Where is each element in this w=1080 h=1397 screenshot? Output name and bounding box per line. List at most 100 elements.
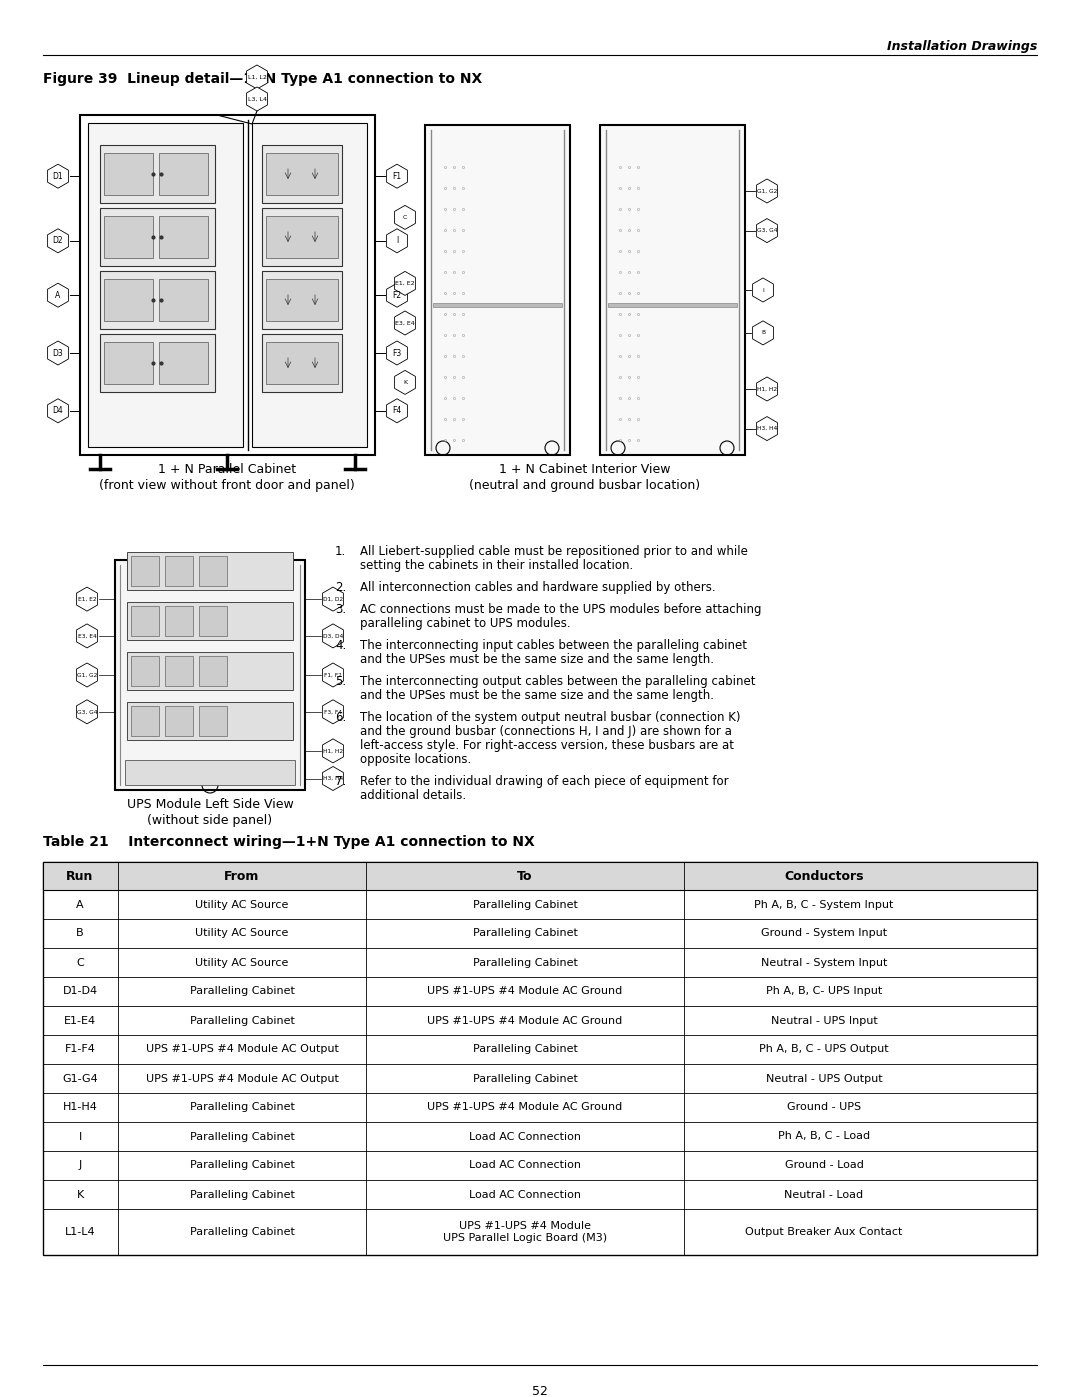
- Text: 1 + N Cabinet Interior View: 1 + N Cabinet Interior View: [499, 462, 671, 476]
- Text: (without side panel): (without side panel): [148, 814, 272, 827]
- Text: Ph A, B, C - System Input: Ph A, B, C - System Input: [754, 900, 893, 909]
- Text: L1, L2: L1, L2: [247, 74, 267, 80]
- Text: UPS #1-UPS #4 Module AC Output: UPS #1-UPS #4 Module AC Output: [146, 1045, 338, 1055]
- Polygon shape: [757, 218, 778, 243]
- Polygon shape: [387, 284, 407, 307]
- Polygon shape: [394, 370, 416, 394]
- Text: Load AC Connection: Load AC Connection: [469, 1132, 581, 1141]
- Bar: [131, 657, 159, 686]
- Text: All interconnection cables and hardware supplied by others.: All interconnection cables and hardware …: [360, 581, 716, 594]
- Polygon shape: [757, 179, 778, 203]
- Text: E1-E4: E1-E4: [64, 1016, 96, 1025]
- Bar: [426, 124, 570, 455]
- Bar: [262, 145, 342, 203]
- Polygon shape: [77, 700, 97, 724]
- Text: Paralleling Cabinet: Paralleling Cabinet: [190, 1102, 295, 1112]
- Polygon shape: [323, 664, 343, 687]
- Text: Ground - System Input: Ground - System Input: [761, 929, 887, 939]
- Bar: [262, 334, 342, 393]
- Polygon shape: [323, 587, 343, 610]
- Polygon shape: [77, 587, 97, 610]
- Text: 4.: 4.: [335, 638, 347, 652]
- Bar: [104, 217, 153, 258]
- Polygon shape: [323, 700, 343, 724]
- Text: L3, L4: L3, L4: [247, 96, 267, 102]
- Text: Neutral - UPS Input: Neutral - UPS Input: [771, 1016, 877, 1025]
- Polygon shape: [323, 624, 343, 648]
- Text: J: J: [79, 1161, 82, 1171]
- Bar: [43, 862, 1037, 1255]
- Bar: [165, 606, 193, 636]
- Bar: [159, 154, 208, 196]
- Text: Paralleling Cabinet: Paralleling Cabinet: [190, 1016, 295, 1025]
- Text: C: C: [76, 957, 84, 968]
- Text: 2.: 2.: [335, 581, 347, 594]
- Polygon shape: [48, 284, 68, 307]
- Bar: [266, 217, 338, 258]
- Text: G3, G4: G3, G4: [77, 710, 97, 714]
- Text: Figure 39  Lineup detail—1+N Type A1 connection to NX: Figure 39 Lineup detail—1+N Type A1 conn…: [43, 73, 483, 87]
- Polygon shape: [757, 377, 778, 401]
- Text: UPS Module Left Side View: UPS Module Left Side View: [126, 798, 294, 812]
- Text: (front view without front door and panel): (front view without front door and panel…: [99, 479, 355, 492]
- Text: Paralleling Cabinet: Paralleling Cabinet: [473, 957, 578, 968]
- Text: K: K: [403, 380, 407, 386]
- Text: H1, H2: H1, H2: [757, 387, 778, 391]
- Text: Paralleling Cabinet: Paralleling Cabinet: [473, 900, 578, 909]
- Bar: [266, 342, 338, 384]
- Bar: [262, 208, 342, 265]
- Text: G1-G4: G1-G4: [63, 1073, 98, 1084]
- Text: E1, E2: E1, E2: [78, 597, 96, 602]
- Bar: [159, 217, 208, 258]
- Bar: [100, 208, 215, 265]
- Text: 1 + N Parallel Cabinet: 1 + N Parallel Cabinet: [158, 462, 296, 476]
- Bar: [165, 556, 193, 585]
- Text: To: To: [517, 869, 532, 883]
- Text: From: From: [225, 869, 259, 883]
- Text: C: C: [403, 215, 407, 219]
- Text: Load AC Connection: Load AC Connection: [469, 1161, 581, 1171]
- Bar: [125, 760, 295, 785]
- Text: 7.: 7.: [335, 775, 347, 788]
- Text: F1: F1: [392, 172, 402, 180]
- Text: D1-D4: D1-D4: [63, 986, 97, 996]
- Polygon shape: [246, 66, 268, 89]
- Text: Neutral - System Input: Neutral - System Input: [760, 957, 887, 968]
- Polygon shape: [387, 165, 407, 189]
- Polygon shape: [77, 664, 97, 687]
- Text: paralleling cabinet to UPS modules.: paralleling cabinet to UPS modules.: [360, 617, 570, 630]
- Text: UPS #1-UPS #4 Module
UPS Parallel Logic Board (M3): UPS #1-UPS #4 Module UPS Parallel Logic …: [443, 1221, 607, 1243]
- Text: D1: D1: [53, 172, 64, 180]
- Text: F3: F3: [392, 348, 402, 358]
- Text: F1-F4: F1-F4: [65, 1045, 95, 1055]
- Polygon shape: [394, 312, 416, 335]
- Text: 52: 52: [532, 1384, 548, 1397]
- Text: (neutral and ground busbar location): (neutral and ground busbar location): [470, 479, 701, 492]
- Text: H1, H2: H1, H2: [323, 749, 343, 753]
- Text: H3, H4: H3, H4: [323, 775, 343, 781]
- Text: Paralleling Cabinet: Paralleling Cabinet: [190, 986, 295, 996]
- Text: L1-L4: L1-L4: [65, 1227, 95, 1236]
- Text: 6.: 6.: [335, 711, 347, 724]
- Bar: [127, 703, 293, 740]
- Text: additional details.: additional details.: [360, 789, 467, 802]
- Polygon shape: [387, 229, 407, 253]
- Bar: [100, 334, 215, 393]
- Text: Ground - UPS: Ground - UPS: [787, 1102, 861, 1112]
- Text: F4: F4: [392, 407, 402, 415]
- Text: Ph A, B, C - UPS Output: Ph A, B, C - UPS Output: [759, 1045, 889, 1055]
- Text: Neutral - UPS Output: Neutral - UPS Output: [766, 1073, 882, 1084]
- Text: E1, E2: E1, E2: [395, 281, 415, 286]
- Bar: [131, 556, 159, 585]
- Text: I: I: [79, 1132, 82, 1141]
- Text: Table 21    Interconnect wiring—1+N Type A1 connection to NX: Table 21 Interconnect wiring—1+N Type A1…: [43, 835, 535, 849]
- Text: All Liebert-supplied cable must be repositioned prior to and while: All Liebert-supplied cable must be repos…: [360, 545, 747, 557]
- Text: H3, H4: H3, H4: [757, 426, 778, 432]
- Text: Utility AC Source: Utility AC Source: [195, 929, 288, 939]
- Text: F2: F2: [392, 291, 402, 300]
- Bar: [80, 115, 375, 455]
- Text: D1, D2: D1, D2: [323, 597, 343, 602]
- Bar: [199, 556, 227, 585]
- Bar: [266, 279, 338, 321]
- Text: The interconnecting input cables between the paralleling cabinet: The interconnecting input cables between…: [360, 638, 747, 652]
